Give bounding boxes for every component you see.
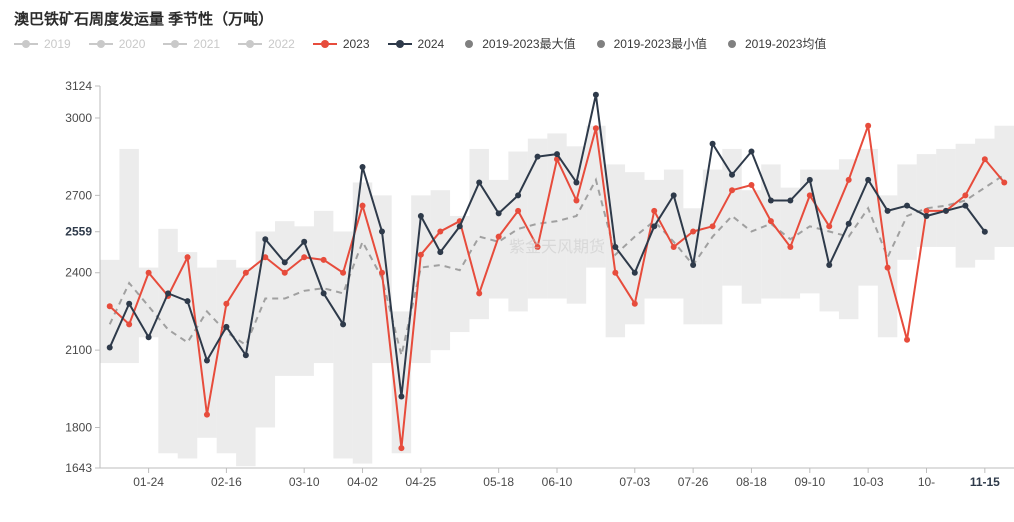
legend-swatch-y2023 [313, 38, 337, 50]
watermark: 紫金天风期货 [509, 238, 605, 256]
legend-item-avg[interactable]: 2019-2023均值 [725, 35, 826, 52]
chart-plot: 紫金天风期货 1643 1800 2100 2400 2559 2700 3000 3124 01… [14, 80, 1000, 515]
legend-item-y2022[interactable]: 2022 [238, 37, 295, 51]
legend-item-y2023[interactable]: 2023 [313, 37, 370, 51]
legend-label-y2021: 2021 [193, 37, 220, 51]
x-tick-label: 02-16 [211, 475, 242, 489]
chart-svg: 紫金天风期货 1643 1800 2100 2400 2559 2700 3000 3124 01… [14, 80, 1014, 510]
legend-swatch-y2024 [388, 38, 412, 50]
legend: 2019 2020 2021 2022 2023 2024 2019-2023最大值 2019… [14, 35, 1000, 52]
x-tick-label: 10- [918, 475, 935, 489]
legend-item-y2024[interactable]: 2024 [388, 37, 445, 51]
y-tick-label: 2559 [65, 225, 92, 239]
y-tick-label: 2400 [65, 266, 92, 280]
x-tick-label: 09-10 [794, 475, 825, 489]
legend-swatch-min [594, 38, 608, 50]
x-tick-label: 07-26 [678, 475, 709, 489]
y-tick-label: 1643 [65, 461, 92, 475]
x-tick-label: 03-10 [289, 475, 320, 489]
legend-label-min: 2019-2023最小值 [614, 35, 707, 52]
legend-label-y2024: 2024 [418, 37, 445, 51]
x-tick-label: 10-03 [853, 475, 884, 489]
y-tick-label: 2700 [65, 188, 92, 202]
legend-swatch-y2022 [238, 38, 262, 50]
x-tick-label: 04-25 [406, 475, 437, 489]
legend-label-y2019: 2019 [44, 37, 71, 51]
y-tick-label: 3124 [65, 80, 92, 93]
legend-label-avg: 2019-2023均值 [745, 35, 826, 52]
legend-label-max: 2019-2023最大值 [482, 35, 575, 52]
legend-swatch-y2021 [163, 38, 187, 50]
x-tick-label: 07-03 [619, 475, 650, 489]
legend-item-y2020[interactable]: 2020 [89, 37, 146, 51]
legend-item-y2019[interactable]: 2019 [14, 37, 71, 51]
x-tick-label: 08-18 [736, 475, 767, 489]
y-tick-label: 1800 [65, 421, 92, 435]
legend-item-y2021[interactable]: 2021 [163, 37, 220, 51]
min-max-band [100, 126, 1014, 466]
y-tick-label: 2100 [65, 343, 92, 357]
legend-label-y2023: 2023 [343, 37, 370, 51]
y-tick-label: 3000 [65, 111, 92, 125]
x-tick-label: 11-15 [970, 475, 1000, 489]
legend-swatch-max [462, 38, 476, 50]
legend-swatch-avg [725, 38, 739, 50]
x-tick-label: 05-18 [483, 475, 514, 489]
legend-label-y2020: 2020 [119, 37, 146, 51]
chart-title: 澳巴铁矿石周度发运量 季节性（万吨） [14, 8, 1000, 29]
legend-label-y2022: 2022 [268, 37, 295, 51]
x-tick-label: 04-02 [347, 475, 378, 489]
x-tick-label: 01-24 [133, 475, 164, 489]
legend-item-min[interactable]: 2019-2023最小值 [594, 35, 707, 52]
x-tick-label: 06-10 [542, 475, 573, 489]
legend-swatch-y2019 [14, 38, 38, 50]
legend-item-max[interactable]: 2019-2023最大值 [462, 35, 575, 52]
legend-swatch-y2020 [89, 38, 113, 50]
